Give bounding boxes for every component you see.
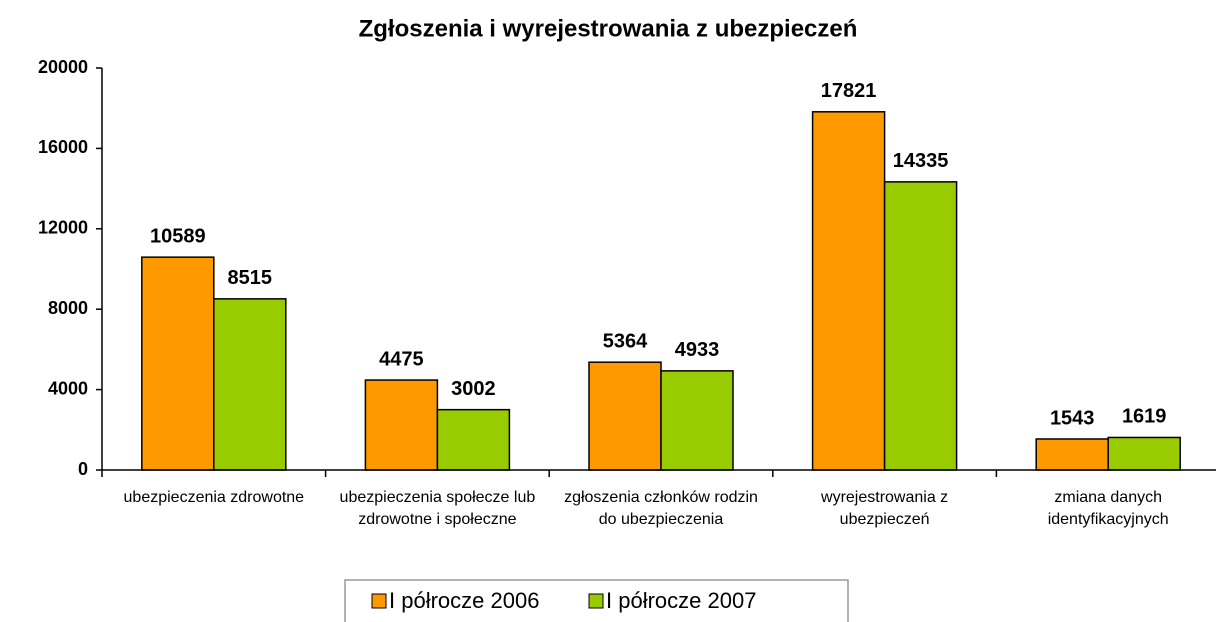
- y-tick-label: 20000: [38, 57, 88, 77]
- bar: [883, 181, 958, 471]
- data-label: 1543: [1050, 407, 1095, 429]
- data-label: 4933: [675, 339, 720, 361]
- x-tick-label: wyrejestrowania z ubezpieczeń: [821, 489, 949, 528]
- y-tick-label: 16000: [38, 137, 88, 157]
- bar: [364, 379, 439, 471]
- x-tick-label: zgłoszenia członków rodzin do ubezpiecze…: [564, 489, 758, 528]
- y-tick-label: 12000: [38, 218, 88, 238]
- x-tick-label: ubezpieczenia społecze lub zdrowotne i s…: [339, 489, 536, 528]
- bar: [436, 408, 511, 471]
- legend-label: I półrocze 2007: [606, 588, 756, 613]
- data-label: 14335: [893, 150, 949, 172]
- bar: [811, 111, 886, 471]
- data-label: 5364: [603, 330, 648, 352]
- y-tick-label: 8000: [48, 298, 88, 318]
- y-tick-label: 0: [78, 459, 88, 479]
- data-label: 8515: [228, 267, 273, 289]
- legend-swatch: [371, 593, 387, 609]
- x-tick-label: ubezpieczenia zdrowotne: [123, 489, 305, 506]
- bar: [1107, 436, 1181, 471]
- data-label: 4475: [379, 348, 424, 370]
- y-tick-label: 4000: [48, 378, 88, 398]
- x-tick-label: zmiana danych identyfikacyjnych: [1047, 489, 1169, 528]
- data-label: 3002: [451, 378, 496, 400]
- bar: [1035, 438, 1109, 471]
- data-label: 17821: [821, 80, 877, 102]
- bar: [588, 361, 662, 471]
- bar: [660, 370, 734, 471]
- legend-swatch: [588, 593, 604, 609]
- bar: [141, 256, 215, 471]
- chart-title: Zgłoszenia i wyrejestrowania z ubezpiecz…: [359, 15, 858, 42]
- data-label: 1619: [1122, 406, 1167, 428]
- legend-label: I półrocze 2006: [389, 588, 539, 613]
- data-label: 10589: [150, 225, 206, 247]
- bar: [213, 298, 287, 471]
